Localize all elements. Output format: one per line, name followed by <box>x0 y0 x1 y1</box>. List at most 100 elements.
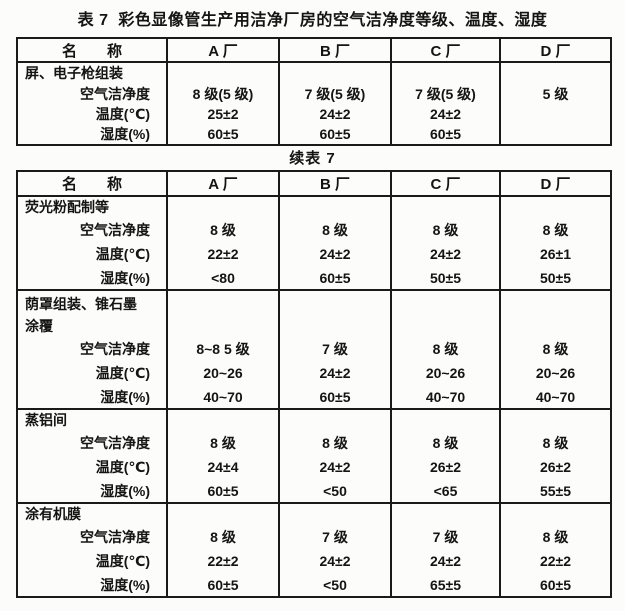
cell-empty <box>499 62 612 84</box>
cell-empty <box>390 408 501 431</box>
row-temperature: 温度(℃) 22±2 24±2 24±2 22±2 <box>16 549 612 573</box>
column-header-factory-b: B 厂 <box>278 171 392 197</box>
column-header-name: 名 称 <box>16 38 168 63</box>
cell-value: <65 <box>390 479 501 503</box>
cell-value: 8 级 <box>278 431 392 455</box>
cell-value: 7 级(5 级) <box>390 84 501 104</box>
cell-value: 7 级(5 级) <box>278 84 392 104</box>
cell-value: 24±2 <box>278 361 392 385</box>
cell-value: 50±5 <box>499 266 612 290</box>
row-cleanliness: 空气洁净度 8 级(5 级) 7 级(5 级) 7 级(5 级) 5 级 <box>16 84 612 104</box>
cell-value: 60±5 <box>166 124 280 145</box>
section-name: 荫罩组装、锥石墨 涂覆 <box>16 289 168 337</box>
cell-empty <box>278 408 392 431</box>
cell-value: 50±5 <box>390 266 501 290</box>
cell-value: 20~26 <box>499 361 612 385</box>
cell-value: 60±5 <box>278 266 392 290</box>
cell-empty <box>499 289 612 337</box>
table-7: 名 称 A 厂 B 厂 C 厂 D 厂 屏、电子枪组装 空气洁净度 8 级(5 … <box>16 37 612 146</box>
cell-value: 40~70 <box>166 385 280 409</box>
cell-empty <box>278 289 392 337</box>
row-label: 湿度(%) <box>16 266 168 290</box>
row-label: 空气洁净度 <box>16 84 168 104</box>
cell-value: 24±2 <box>390 549 501 573</box>
cell-value <box>499 104 612 124</box>
cell-empty <box>166 289 280 337</box>
row-humidity: 湿度(%) <80 60±5 50±5 50±5 <box>16 266 612 290</box>
cell-value: 7 级 <box>278 525 392 549</box>
row-label: 温度(℃) <box>16 549 168 573</box>
cell-value: 22±2 <box>166 242 280 266</box>
cell-value: 26±2 <box>390 455 501 479</box>
row-cleanliness: 空气洁净度 8~8 5 级 7 级 8 级 8 级 <box>16 337 612 361</box>
section-row-organic-film-coating: 涂有机膜 <box>16 502 612 525</box>
cell-value: 20~26 <box>390 361 501 385</box>
cell-value: 8 级 <box>278 218 392 242</box>
cell-value: 24±2 <box>390 242 501 266</box>
cell-value: 5 级 <box>499 84 612 104</box>
row-label: 温度(℃) <box>16 104 168 124</box>
cell-value: 8 级 <box>390 218 501 242</box>
section-row-aluminizing-room: 蒸铝间 <box>16 408 612 431</box>
section-name: 屏、电子枪组装 <box>16 62 168 84</box>
cell-value: 65±5 <box>390 573 501 597</box>
cell-value: 8 级 <box>499 525 612 549</box>
cell-value: 22±2 <box>499 549 612 573</box>
row-temperature: 温度(℃) 22±2 24±2 24±2 26±1 <box>16 242 612 266</box>
column-header-factory-b: B 厂 <box>278 38 392 63</box>
cell-value: 60±5 <box>390 124 501 145</box>
cell-empty <box>166 62 280 84</box>
row-temperature: 温度(℃) 25±2 24±2 24±2 <box>16 104 612 124</box>
row-label: 空气洁净度 <box>16 431 168 455</box>
cell-value: 8 级 <box>499 218 612 242</box>
row-label: 湿度(%) <box>16 124 168 145</box>
cell-empty <box>278 502 392 525</box>
cell-empty <box>390 196 501 218</box>
cell-value: 7 级 <box>278 337 392 361</box>
cell-value: 40~70 <box>499 385 612 409</box>
cell-value: 8 级 <box>390 337 501 361</box>
row-label: 温度(℃) <box>16 455 168 479</box>
column-header-factory-c: C 厂 <box>390 38 501 63</box>
row-temperature: 温度(℃) 24±4 24±2 26±2 26±2 <box>16 455 612 479</box>
cell-value: 24±4 <box>166 455 280 479</box>
cell-value: 8 级 <box>166 218 280 242</box>
cell-value: 60±5 <box>166 479 280 503</box>
cell-empty <box>499 196 612 218</box>
column-header-factory-a: A 厂 <box>166 38 280 63</box>
section-name: 荧光粉配制等 <box>16 196 168 218</box>
cell-value <box>499 124 612 145</box>
cell-value: 26±2 <box>499 455 612 479</box>
table-7-title: 表 7 彩色显像管生产用洁净厂房的空气洁净度等级、温度、湿度 <box>77 12 548 29</box>
cell-value: 8 级 <box>166 431 280 455</box>
cell-value: 25±2 <box>166 104 280 124</box>
column-header-factory-d: D 厂 <box>499 38 612 63</box>
section-name: 涂有机膜 <box>16 502 168 525</box>
cell-value: 20~26 <box>166 361 280 385</box>
row-label: 空气洁净度 <box>16 337 168 361</box>
row-humidity: 湿度(%) 60±5 <50 65±5 60±5 <box>16 573 612 597</box>
cell-value: 60±5 <box>278 385 392 409</box>
row-cleanliness: 空气洁净度 8 级 8 级 8 级 8 级 <box>16 431 612 455</box>
row-label: 温度(℃) <box>16 242 168 266</box>
cell-empty <box>166 408 280 431</box>
cell-value: 8 级 <box>499 431 612 455</box>
cell-empty <box>499 502 612 525</box>
cell-empty <box>278 196 392 218</box>
cell-value: 24±2 <box>278 455 392 479</box>
row-cleanliness: 空气洁净度 8 级 8 级 8 级 8 级 <box>16 218 612 242</box>
cell-empty <box>278 62 392 84</box>
cell-empty <box>390 62 501 84</box>
cell-value: 40~70 <box>390 385 501 409</box>
continued-table-title: 续表 7 <box>289 150 336 167</box>
column-header-factory-c: C 厂 <box>390 171 501 197</box>
row-temperature: 温度(℃) 20~26 24±2 20~26 20~26 <box>16 361 612 385</box>
cell-empty <box>390 289 501 337</box>
cell-value: 60±5 <box>166 573 280 597</box>
cell-empty <box>390 502 501 525</box>
cell-empty <box>166 502 280 525</box>
cell-value: 8 级 <box>390 431 501 455</box>
cell-value: <50 <box>278 573 392 597</box>
cell-value: 8 级 <box>166 525 280 549</box>
